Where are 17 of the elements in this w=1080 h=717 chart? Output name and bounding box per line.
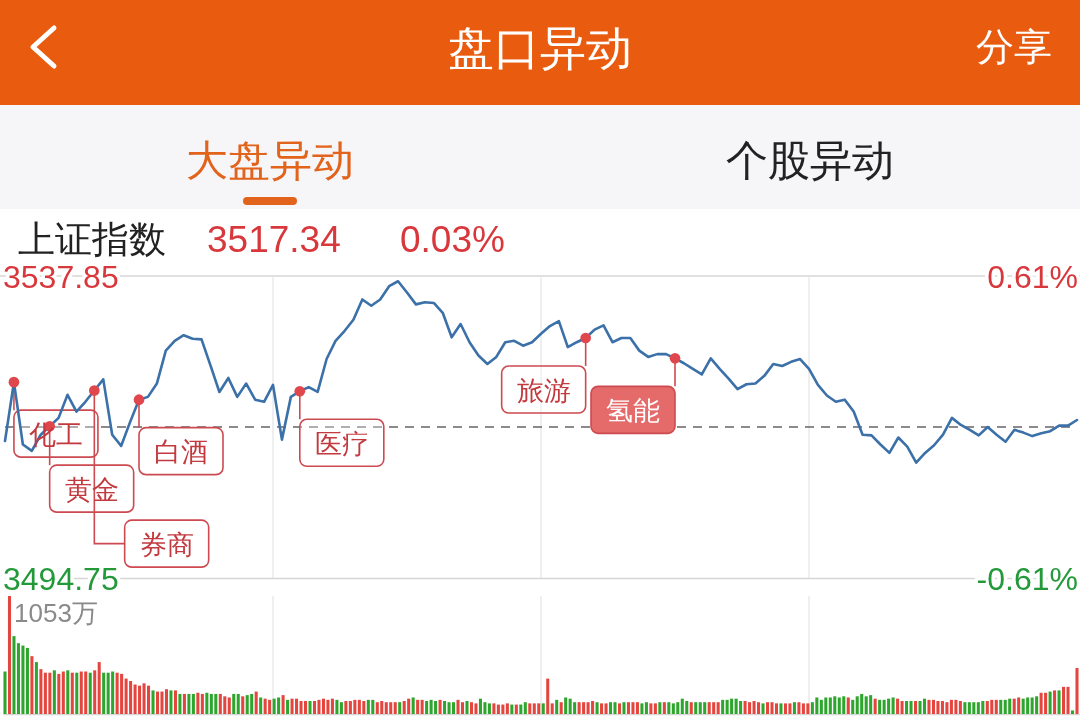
text: 大盘异动 — [186, 137, 354, 184]
annotation: 氢能 — [606, 395, 660, 426]
y-tick-label: 3537.85 — [3, 258, 119, 295]
annotation: 医疗 — [314, 428, 369, 459]
annotation: 白酒 — [154, 437, 208, 468]
y2-tick-label: -0.61% — [976, 560, 1078, 597]
text: 盘口异动 — [448, 22, 632, 74]
annotation: 券商 — [139, 529, 194, 560]
text: 个股异动 — [726, 137, 894, 184]
y-tick-label: 3494.75 — [3, 560, 119, 597]
text: 分享 — [976, 26, 1052, 68]
annotation: 1053万 — [14, 598, 98, 628]
text: 0.03% — [400, 219, 505, 260]
annotation: 旅游 — [516, 375, 571, 406]
y2-tick-label: 0.61% — [987, 258, 1078, 295]
text: 3517.34 — [207, 219, 341, 260]
chart-title: 上证指数 — [18, 219, 166, 260]
